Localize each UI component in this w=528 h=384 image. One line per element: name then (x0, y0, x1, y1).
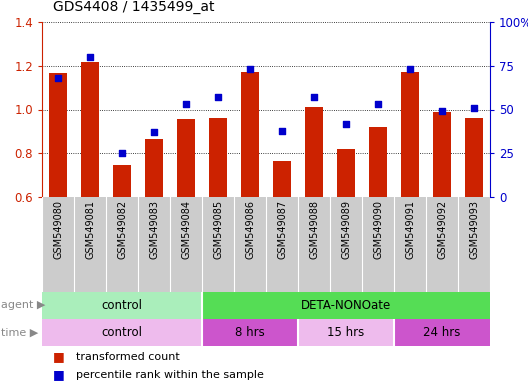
Point (246, 66, 254, 72)
Point (182, 101, 190, 107)
Text: GSM549085: GSM549085 (213, 200, 223, 259)
Bar (241, 72, 259, 197)
Bar (42, 197, 74, 292)
Bar (433, 112, 451, 197)
Bar (202, 319, 298, 346)
Bar (113, 165, 131, 197)
Point (118, 150, 126, 156)
Bar (394, 319, 490, 346)
Text: time ▶: time ▶ (1, 328, 39, 338)
Text: ■: ■ (53, 350, 64, 363)
Point (310, 94, 318, 100)
Bar (369, 127, 387, 197)
Bar (305, 107, 323, 197)
Text: GDS4408 / 1435499_at: GDS4408 / 1435499_at (53, 0, 214, 14)
Bar (330, 197, 362, 292)
Bar (458, 197, 490, 292)
Point (342, 121, 350, 127)
Bar (42, 292, 202, 319)
Text: GSM549092: GSM549092 (437, 200, 447, 259)
Point (86, 54, 94, 60)
Point (374, 101, 382, 107)
Bar (337, 149, 355, 197)
Bar (426, 197, 458, 292)
Point (150, 129, 158, 135)
Text: transformed count: transformed count (77, 352, 180, 362)
Bar (202, 197, 234, 292)
Bar (145, 139, 163, 197)
Bar (465, 118, 483, 197)
Text: GSM549091: GSM549091 (405, 200, 415, 259)
Text: agent ▶: agent ▶ (1, 301, 45, 311)
Bar (273, 161, 291, 197)
Point (470, 105, 478, 111)
Bar (106, 197, 138, 292)
Text: GSM549082: GSM549082 (117, 200, 127, 259)
Bar (401, 72, 419, 197)
Bar (170, 197, 202, 292)
Bar (177, 119, 195, 197)
Text: GSM549087: GSM549087 (277, 200, 287, 259)
Text: 24 hrs: 24 hrs (423, 326, 461, 339)
Bar (49, 73, 67, 197)
Text: GSM549089: GSM549089 (341, 200, 351, 259)
Bar (209, 118, 227, 197)
Point (278, 127, 286, 134)
Text: percentile rank within the sample: percentile rank within the sample (77, 369, 264, 379)
Bar (74, 197, 106, 292)
Text: DETA-NONOate: DETA-NONOate (301, 299, 391, 312)
Point (214, 94, 222, 100)
Bar (42, 319, 202, 346)
Bar (362, 197, 394, 292)
Text: GSM549081: GSM549081 (85, 200, 95, 259)
Text: 8 hrs: 8 hrs (235, 326, 265, 339)
Text: control: control (101, 326, 143, 339)
Text: GSM549086: GSM549086 (245, 200, 255, 259)
Bar (234, 197, 266, 292)
Bar (81, 63, 99, 197)
Text: GSM549084: GSM549084 (181, 200, 191, 259)
Text: control: control (101, 299, 143, 312)
Bar (298, 197, 330, 292)
Bar (266, 197, 298, 292)
Text: ■: ■ (53, 368, 64, 381)
Point (54, 75, 62, 81)
Bar (202, 292, 490, 319)
Bar (394, 197, 426, 292)
Text: GSM549088: GSM549088 (309, 200, 319, 259)
Text: GSM549083: GSM549083 (149, 200, 159, 259)
Text: GSM549090: GSM549090 (373, 200, 383, 259)
Text: GSM549093: GSM549093 (469, 200, 479, 259)
Bar (138, 197, 170, 292)
Text: GSM549080: GSM549080 (53, 200, 63, 259)
Text: 15 hrs: 15 hrs (327, 326, 365, 339)
Point (406, 66, 414, 72)
Bar (298, 319, 394, 346)
Point (438, 108, 446, 114)
